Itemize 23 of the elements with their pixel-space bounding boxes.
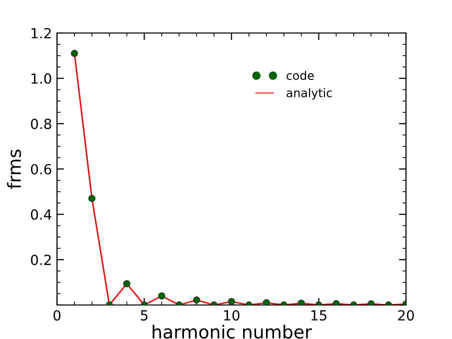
point (158, 292, 166, 300)
y-tick-label: 0.2 (30, 254, 51, 266)
y-axis-title: frms (7, 150, 21, 189)
y-tick-label: 0.4 (30, 209, 52, 220)
legend-label: analytic (286, 88, 332, 100)
x-tick-label: 10 (224, 310, 240, 321)
point (123, 280, 130, 288)
x-tick-label: 20 (398, 310, 414, 321)
point (262, 299, 270, 305)
x-axis-title: harmonic number (152, 324, 312, 339)
x-tick-label: 15 (311, 310, 326, 321)
x-tick-label: 5 (140, 310, 148, 321)
y-tick-label: 1.2 (32, 28, 51, 38)
point (192, 296, 200, 304)
y-tick-label: 1.0 (32, 73, 52, 84)
point (298, 300, 305, 305)
y-tick-label: 0.8 (30, 118, 52, 130)
point (88, 194, 96, 202)
point (70, 50, 78, 58)
x-tick-label: 0 (53, 310, 60, 321)
y-tick-label: 0.6 (30, 164, 52, 174)
point (228, 298, 236, 305)
legend-label: code (286, 70, 314, 80)
